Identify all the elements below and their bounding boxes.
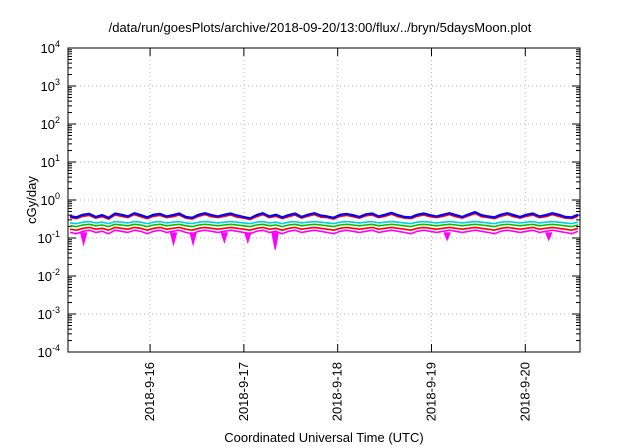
series-line bbox=[69, 223, 579, 228]
y-tick-label: 102 bbox=[41, 115, 60, 132]
series-dip bbox=[79, 232, 88, 247]
series-dip bbox=[169, 232, 178, 247]
x-tick-label: 2018-9-17 bbox=[236, 362, 251, 421]
x-tick-label: 2018-9-18 bbox=[330, 362, 345, 421]
plot-frame bbox=[67, 47, 581, 353]
series-line bbox=[69, 211, 579, 220]
x-tick-label: 2018-9-20 bbox=[517, 362, 532, 421]
y-tick-label: 103 bbox=[41, 77, 60, 94]
x-tick-label: 2018-9-16 bbox=[142, 362, 157, 421]
y-axis-label: cGy/day bbox=[24, 176, 39, 224]
series-dip bbox=[271, 232, 279, 250]
y-tick-label: 100 bbox=[41, 191, 60, 208]
y-tick-label: 10-2 bbox=[38, 267, 60, 284]
series-line bbox=[69, 220, 579, 225]
x-axis-label: Coordinated Universal Time (UTC) bbox=[224, 430, 424, 445]
series-line bbox=[69, 229, 579, 235]
series-dip bbox=[189, 232, 197, 247]
series-dip bbox=[443, 232, 451, 242]
series-dip bbox=[244, 232, 252, 244]
y-tick-label: 101 bbox=[41, 153, 60, 170]
series-dip bbox=[545, 232, 553, 242]
x-tick-label: 2018-9-19 bbox=[423, 362, 438, 421]
chart-title: /data/run/goesPlots/archive/2018-09-20/1… bbox=[108, 20, 532, 35]
series-line bbox=[69, 226, 579, 231]
y-tick-label: 10-3 bbox=[38, 305, 60, 322]
y-tick-label: 104 bbox=[41, 39, 60, 56]
y-tick-label: 10-4 bbox=[38, 343, 60, 360]
series-dip bbox=[220, 232, 229, 244]
y-tick-label: 10-1 bbox=[38, 229, 60, 246]
